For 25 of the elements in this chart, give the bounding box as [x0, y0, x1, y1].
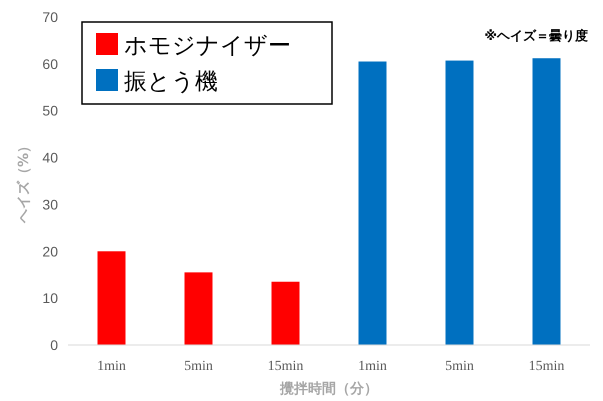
bar — [532, 58, 560, 345]
y-tick-label: 60 — [42, 56, 58, 72]
bar — [446, 60, 474, 345]
bar — [272, 282, 300, 345]
y-tick-label: 50 — [42, 102, 58, 119]
x-tick-label: 5min — [445, 359, 474, 374]
y-tick-label: 30 — [42, 196, 58, 212]
x-tick-label: 15min — [528, 359, 564, 374]
y-axis-title: ヘイズ（%） — [16, 138, 32, 224]
x-tick-label: 15min — [268, 359, 304, 374]
y-tick-label: 10 — [42, 290, 58, 306]
x-axis-title: 攪拌時間（分） — [279, 381, 378, 397]
x-tick-label: 1min — [97, 359, 126, 374]
bar — [358, 62, 386, 345]
x-tick-label: 5min — [184, 359, 213, 374]
x-tick-label: 1min — [358, 359, 387, 374]
y-tick-label: 70 — [42, 9, 58, 25]
y-tick-label: 20 — [42, 243, 58, 260]
y-tick-label: 40 — [42, 150, 58, 166]
bar — [184, 272, 212, 345]
legend-label: 振とう機 — [124, 69, 218, 95]
legend-label: ホモジナイザー — [124, 33, 291, 59]
bar — [98, 251, 126, 345]
y-tick-label: 0 — [50, 337, 58, 353]
annotation: ※ヘイズ＝曇り度 — [484, 28, 588, 44]
